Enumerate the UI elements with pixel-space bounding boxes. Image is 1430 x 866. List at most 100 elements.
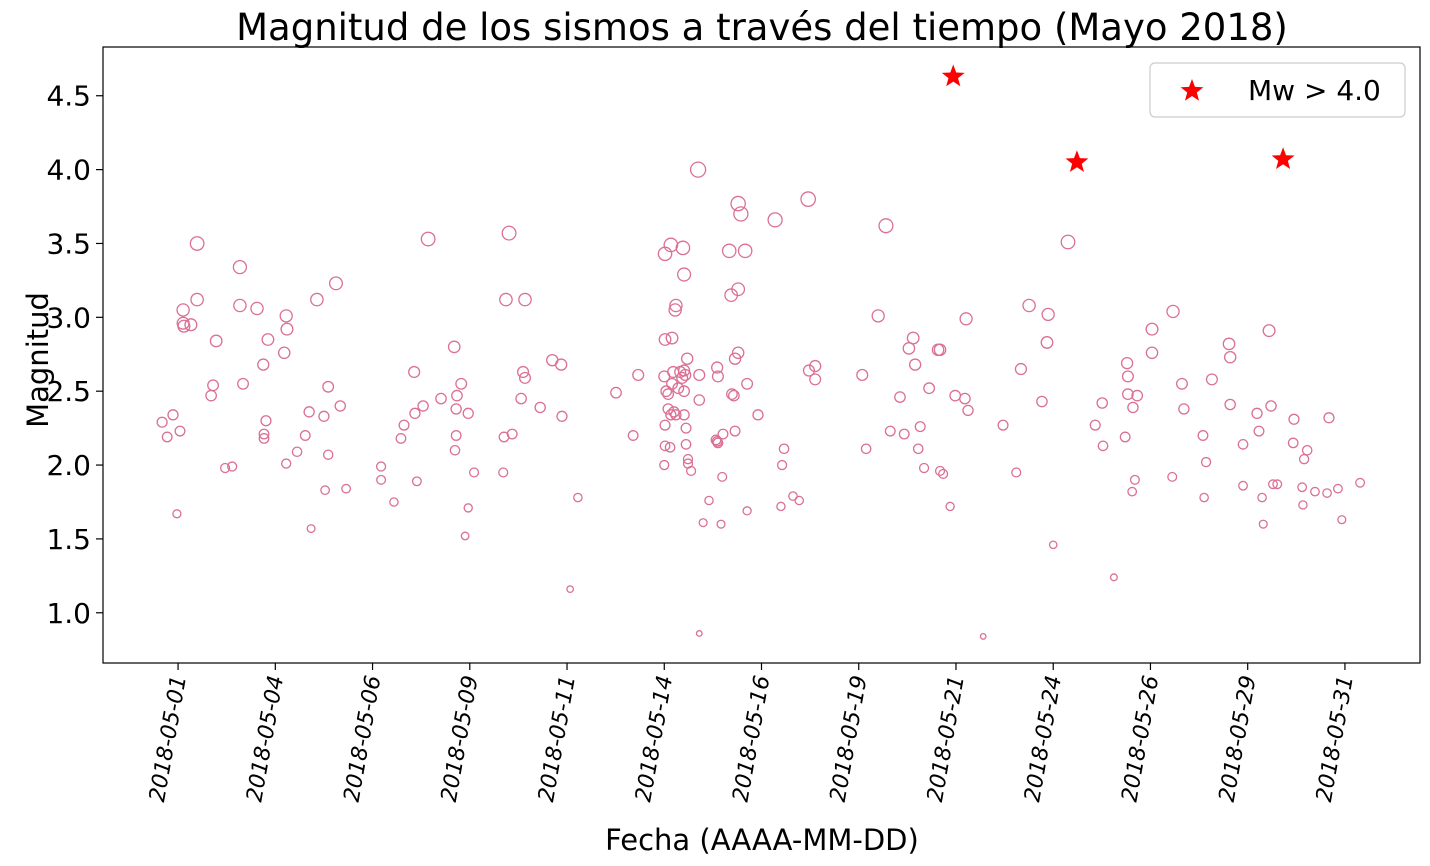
point — [1041, 307, 1055, 322]
point — [742, 506, 752, 516]
point — [934, 465, 946, 477]
point — [1048, 540, 1058, 550]
point — [1109, 573, 1118, 582]
point — [322, 449, 334, 460]
point — [752, 409, 764, 421]
point — [1333, 483, 1343, 494]
y-tick-label: 2.5 — [46, 375, 91, 408]
point — [997, 419, 1009, 431]
point — [435, 392, 447, 405]
point — [658, 333, 672, 346]
point — [1127, 486, 1138, 497]
point — [375, 461, 387, 472]
point — [1288, 413, 1300, 425]
point — [1175, 377, 1188, 390]
legend-marker — [1180, 79, 1204, 101]
y-tick-label: 3.0 — [46, 301, 91, 334]
point — [733, 206, 749, 222]
y-axis-label: Magnitud — [21, 292, 55, 428]
point — [680, 422, 692, 434]
point — [261, 333, 275, 346]
point — [516, 365, 530, 379]
point — [1265, 400, 1277, 412]
point — [675, 240, 691, 256]
point — [665, 331, 679, 345]
point — [280, 322, 294, 336]
point — [729, 425, 741, 437]
point — [1145, 322, 1159, 336]
point — [398, 419, 410, 431]
point — [1121, 370, 1134, 383]
point — [177, 319, 191, 333]
point — [1119, 431, 1131, 443]
point — [677, 267, 692, 282]
point — [1222, 337, 1236, 351]
point — [455, 377, 468, 390]
point — [450, 403, 462, 415]
point — [498, 467, 509, 478]
point — [1298, 453, 1310, 465]
point — [726, 388, 738, 401]
point — [1251, 407, 1263, 420]
point — [299, 430, 311, 441]
point — [322, 380, 335, 393]
point — [207, 379, 220, 392]
point — [277, 346, 291, 360]
point — [730, 195, 746, 212]
point — [662, 403, 674, 415]
point — [710, 434, 722, 446]
point — [232, 259, 248, 275]
point — [923, 382, 936, 395]
point — [794, 495, 805, 506]
star-point — [1271, 147, 1295, 169]
point — [686, 465, 697, 477]
point — [665, 409, 677, 421]
point — [518, 292, 532, 307]
point — [310, 292, 324, 307]
point — [906, 331, 920, 345]
point — [918, 462, 930, 474]
point — [1022, 298, 1036, 313]
point — [878, 218, 894, 234]
point — [515, 392, 527, 405]
point — [1131, 389, 1144, 402]
point — [161, 431, 173, 443]
point — [666, 377, 679, 390]
point — [1272, 479, 1283, 490]
point — [1145, 346, 1159, 360]
point — [506, 428, 518, 440]
point — [737, 243, 753, 259]
point — [167, 409, 179, 421]
point — [1337, 515, 1347, 525]
point — [908, 358, 922, 371]
point — [460, 531, 470, 541]
point — [389, 497, 399, 507]
point — [258, 428, 270, 440]
point — [226, 461, 238, 472]
point — [912, 443, 924, 455]
point — [1060, 234, 1076, 250]
point — [1167, 471, 1178, 482]
point — [334, 400, 347, 412]
point — [237, 377, 249, 390]
point — [788, 491, 798, 501]
point — [979, 633, 987, 640]
point — [1205, 373, 1218, 386]
point — [1178, 403, 1190, 415]
point — [659, 419, 671, 431]
point — [704, 495, 714, 506]
point — [728, 389, 740, 402]
point — [184, 318, 198, 332]
point — [680, 439, 692, 450]
point — [318, 410, 330, 422]
point — [1040, 336, 1054, 349]
point — [190, 292, 204, 307]
point — [1197, 430, 1209, 441]
point — [938, 468, 949, 479]
point — [1262, 324, 1276, 338]
point — [1238, 480, 1248, 491]
point — [610, 386, 622, 399]
y-tick-label: 3.5 — [46, 227, 91, 260]
point — [678, 385, 690, 398]
